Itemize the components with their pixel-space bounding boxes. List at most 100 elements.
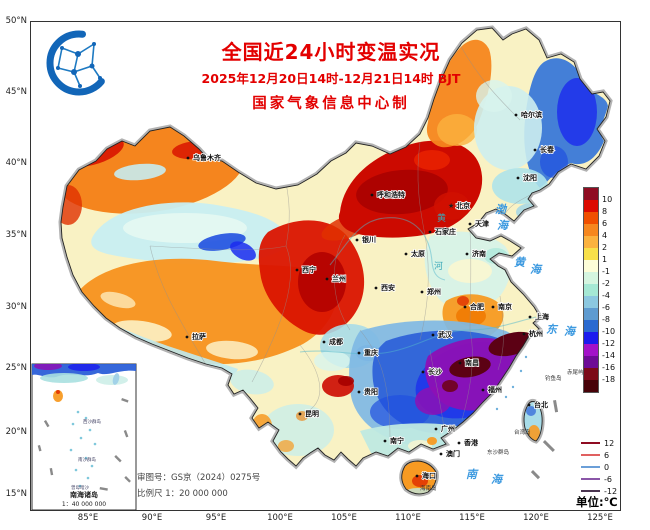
- sea-label: 海: [564, 325, 577, 338]
- city-marker: [468, 222, 472, 226]
- page-title: 全国近24小时变温实况: [221, 40, 441, 64]
- city-marker: [298, 412, 302, 416]
- island-label: 钓鱼岛: [545, 374, 562, 382]
- city-marker: [357, 390, 361, 394]
- inset-island-dot: [84, 416, 88, 420]
- city-marker: [295, 268, 299, 272]
- city-label: 天津: [475, 219, 489, 228]
- river: [329, 217, 446, 281]
- city-label: 济南: [472, 249, 486, 258]
- river-label: 河: [434, 260, 443, 272]
- colorbar-segment: [584, 188, 598, 200]
- island-label: 东沙群岛: [487, 448, 510, 456]
- province-border: [149, 245, 287, 251]
- map-blob: [442, 380, 458, 392]
- inset-island-dot: [79, 436, 83, 440]
- map-blob: [61, 185, 82, 225]
- island-dot: [495, 407, 499, 411]
- inset-hatch-mark: [123, 429, 129, 438]
- city-marker: [322, 340, 326, 344]
- isoline-legend-row: 12: [581, 437, 614, 449]
- inset-island-dot: [69, 448, 73, 452]
- inset-island-dot: [78, 484, 82, 488]
- sea-label: 海: [491, 473, 504, 486]
- city-marker: [514, 113, 518, 117]
- inset-hatch-mark: [49, 468, 54, 476]
- longitude-label: 120°E: [523, 513, 549, 523]
- map-blob: [100, 291, 136, 309]
- city-label: 长春: [540, 145, 555, 154]
- city-label: 北京: [456, 201, 470, 210]
- city-marker: [421, 370, 425, 374]
- city-label: 呼和浩特: [377, 190, 405, 199]
- city-marker: [528, 315, 532, 319]
- island-dot: [519, 369, 523, 373]
- isoline-legend-row: -6: [581, 473, 612, 485]
- map-blob: [338, 376, 354, 386]
- colorbar-segment: [584, 236, 598, 248]
- colorbar-segment: [584, 380, 598, 392]
- map-blob: [406, 488, 430, 494]
- title-producer: 国家气象信息中心制: [252, 96, 410, 112]
- hatch-mark: [530, 470, 541, 480]
- city-label: 广州: [441, 424, 455, 433]
- map-blob: [448, 259, 492, 283]
- sea-label: 南: [466, 468, 479, 481]
- city-marker: [463, 305, 467, 309]
- inset-island-dot: [76, 410, 80, 414]
- province-border: [334, 234, 351, 331]
- city-marker: [415, 474, 419, 478]
- isoline-legend-row: 0: [581, 461, 609, 473]
- capital-star-marker: ★: [448, 202, 454, 210]
- colorbar-segment: [584, 200, 598, 212]
- inset-island-dot: [86, 476, 90, 480]
- inset-hatch-mark: [114, 454, 122, 463]
- island-dot: [524, 355, 528, 359]
- city-label: 长沙: [428, 367, 442, 376]
- colorbar-tick-label: -12: [602, 339, 616, 348]
- colorbar-segment: [584, 260, 598, 272]
- island-label: 台湾岛: [514, 428, 531, 436]
- latitude-label: 20°N: [5, 427, 27, 437]
- city-label: 拉萨: [192, 332, 206, 341]
- inset-hatch-mark: [43, 420, 50, 428]
- city-marker: [355, 238, 359, 242]
- colorbar-tick-label: -4: [602, 291, 610, 300]
- longitude-label: 115°E: [459, 513, 485, 523]
- city-label: 海口: [422, 471, 436, 480]
- isoline-sample: [581, 454, 600, 456]
- province-border: [251, 245, 291, 383]
- colorbar-segment: [584, 248, 598, 260]
- inset-blob: [56, 390, 60, 394]
- inset-hatch-mark: [124, 476, 131, 483]
- map-scale: 比例尺 1：20 000 000: [137, 489, 228, 499]
- inset-island-dot: [74, 468, 78, 472]
- longitude-label: 110°E: [395, 513, 421, 523]
- inset-island-dot: [84, 456, 88, 460]
- isoline-sample: [581, 490, 600, 492]
- city-marker: [458, 361, 462, 365]
- city-label: 澳门: [446, 449, 460, 458]
- city-marker: [428, 230, 432, 234]
- inset-blob: [68, 364, 100, 371]
- map-blob: [230, 241, 256, 261]
- rivers: [299, 217, 537, 355]
- map-blob: [415, 387, 451, 415]
- city-marker: [325, 277, 329, 281]
- outline-path: [60, 27, 611, 467]
- hatch-mark: [553, 400, 559, 413]
- province-border: [497, 295, 504, 371]
- city-label: 哈尔滨: [521, 110, 542, 119]
- province-border: [459, 44, 521, 121]
- city-marker: [434, 427, 438, 431]
- city-label: 南昌: [465, 358, 479, 367]
- river-label: 黄: [437, 212, 446, 224]
- inset-hatch-mark: [121, 398, 129, 403]
- isoline-legend-row: -12: [581, 485, 617, 497]
- hatch-mark: [542, 440, 555, 453]
- city-marker: [457, 441, 461, 445]
- isoline-value: -6: [604, 474, 612, 484]
- city-marker: [404, 252, 408, 256]
- city-marker: [185, 335, 189, 339]
